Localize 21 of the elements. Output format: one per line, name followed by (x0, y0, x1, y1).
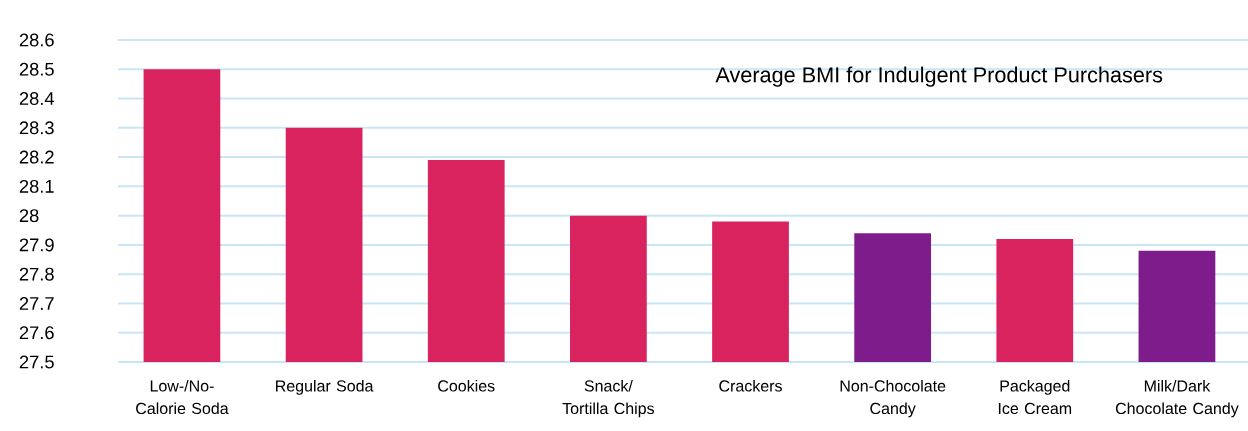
y-tick-label: 28.5 (19, 62, 54, 76)
y-tick-label: 28.2 (19, 150, 54, 164)
x-tick-label: Milk/Dark Chocolate Candy (1115, 379, 1239, 418)
x-tick-label: Packaged Ice Cream (998, 379, 1072, 415)
x-tick-label: Non-Chocolate Candy (840, 379, 946, 418)
y-tick-label: 27.6 (19, 326, 54, 340)
x-tick-label: Regular Soda (276, 379, 374, 395)
y-tick-label: 27.5 (19, 355, 54, 369)
y-tick-label: 27.9 (19, 238, 54, 252)
y-tick-label: 28 (19, 209, 39, 223)
x-tick-label: Snack/ Tortilla Chips (562, 379, 655, 418)
x-tick-label: Low-/No-Calorie Soda (136, 379, 229, 415)
y-tick-label: 28.1 (19, 179, 54, 193)
y-tick-label: 28.4 (19, 92, 55, 106)
text: Average BMI for Indulgent Product Purchasers (715, 66, 1163, 87)
x-tick-label: Cookies (438, 379, 495, 392)
y-tick-label: 27.7 (19, 297, 54, 310)
y-tick-label: 28.6 (19, 33, 54, 47)
y-tick-label: 28.3 (19, 121, 54, 135)
y-tick-label: 27.8 (19, 267, 54, 281)
x-tick-label: Crackers (719, 379, 782, 392)
